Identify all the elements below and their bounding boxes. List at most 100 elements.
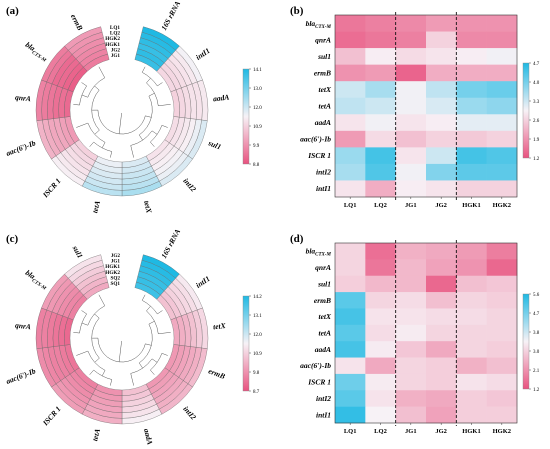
heatmap-cell bbox=[395, 147, 427, 165]
column-label: LQ1 bbox=[344, 202, 357, 209]
heatmap-cell bbox=[395, 292, 427, 309]
ring-label: LQ2 bbox=[110, 31, 120, 37]
heatmap-cell bbox=[365, 147, 396, 165]
heatmap-cell bbox=[395, 373, 427, 391]
heatmap-cell bbox=[456, 180, 487, 198]
heatmap-cell bbox=[365, 180, 396, 198]
heatmap-cell bbox=[456, 130, 487, 148]
heatmap-cell bbox=[486, 324, 518, 342]
heatmap-cell bbox=[486, 114, 518, 132]
heatmap-cell bbox=[456, 259, 487, 277]
heatmap-cell bbox=[83, 281, 110, 300]
gene-label: ISCR 1 bbox=[40, 176, 62, 200]
heatmap-cell bbox=[365, 390, 396, 407]
colorbar bbox=[522, 293, 530, 390]
ring-label: HGK1 bbox=[105, 264, 120, 270]
heatmap-cell bbox=[456, 114, 487, 132]
heatmap-cell bbox=[456, 406, 487, 424]
heatmap-cell bbox=[426, 341, 457, 358]
heatmap-cell bbox=[456, 31, 487, 49]
heatmap-cell bbox=[486, 390, 518, 407]
heatmap-cell bbox=[486, 406, 518, 424]
heatmap-cell bbox=[335, 373, 366, 391]
row-label: blaCTX-M bbox=[306, 19, 332, 30]
row-label: tetX bbox=[319, 312, 332, 321]
heatmap-cell bbox=[365, 81, 396, 99]
heatmap-cell bbox=[395, 308, 427, 326]
heatmap-cell bbox=[426, 81, 457, 99]
heatmap-cell bbox=[426, 259, 457, 277]
gene-label: 16S rRNA bbox=[159, 227, 182, 259]
gene-label: ermB bbox=[69, 12, 85, 31]
heatmap-cell bbox=[486, 81, 518, 99]
row-label: tetA bbox=[319, 102, 332, 111]
row-label: sul1 bbox=[317, 279, 331, 288]
heatmap-cell bbox=[426, 114, 457, 132]
colorbar-tick-label: 12.0 bbox=[253, 333, 262, 338]
colorbar-tick-label: 2.1 bbox=[533, 369, 540, 374]
colorbar-tick-label: 12.0 bbox=[253, 106, 262, 111]
colorbar-tick-label: 8.7 bbox=[253, 390, 260, 395]
colorbar-tick-label: 9.8 bbox=[253, 371, 260, 376]
dendrogram bbox=[73, 66, 171, 158]
heatmap-cell bbox=[365, 259, 396, 277]
panel-label-d: (d) bbox=[290, 233, 304, 245]
column-label: HGK1 bbox=[462, 202, 480, 209]
heatmap-cell bbox=[456, 81, 487, 99]
heatmap-cell bbox=[335, 275, 366, 293]
heatmap-cell bbox=[335, 130, 366, 148]
heatmap-cell bbox=[365, 308, 396, 326]
ring-label: HGK2 bbox=[105, 270, 120, 276]
heatmap-cell bbox=[335, 259, 366, 277]
heatmap-cell bbox=[395, 48, 427, 65]
heatmap-cell bbox=[395, 130, 427, 148]
gene-label: tetA bbox=[90, 200, 102, 214]
heatmap-cell bbox=[486, 259, 518, 277]
ring-label: JG2 bbox=[111, 253, 121, 259]
heatmap-cell bbox=[395, 81, 427, 99]
heatmap-cell bbox=[426, 324, 457, 342]
colorbar bbox=[242, 68, 250, 165]
gene-label: aadA bbox=[213, 93, 230, 104]
row-label: aadA bbox=[315, 345, 331, 354]
panel-c-circular-heatmap: 16S rRNA intI1 tetX ermB intI2 aadA tetA ISCR 1… bbox=[5, 227, 262, 445]
heatmap-cell bbox=[335, 341, 366, 358]
heatmap-cell bbox=[395, 180, 427, 198]
row-label: ISCR 1 bbox=[307, 378, 331, 387]
row-label: qnrA bbox=[315, 35, 331, 44]
heatmap-cell bbox=[456, 390, 487, 407]
heatmap-cell bbox=[335, 97, 366, 115]
panel-label-c: (c) bbox=[6, 233, 19, 245]
heatmap-cell bbox=[426, 64, 457, 82]
column-label: LQ2 bbox=[374, 428, 387, 435]
heatmap-cell bbox=[456, 243, 487, 260]
gene-label: 16S rRNA bbox=[159, 0, 182, 32]
colorbar-tick-label: 10.9 bbox=[253, 352, 262, 357]
heatmap-cell bbox=[486, 130, 518, 148]
heatmap-cell bbox=[486, 31, 518, 49]
heatmap-cell bbox=[365, 357, 396, 375]
heatmap-cell bbox=[335, 31, 366, 49]
heatmap-cell bbox=[335, 243, 366, 260]
gene-label: blaCTX-M bbox=[23, 40, 51, 64]
heatmap-cell bbox=[486, 147, 518, 165]
row-label: sul1 bbox=[317, 52, 331, 61]
heatmap-cell bbox=[335, 180, 366, 198]
heatmap-cell bbox=[486, 180, 518, 198]
colorbar-tick-label: 8.8 bbox=[253, 163, 260, 168]
row-label: tetA bbox=[319, 329, 332, 338]
colorbar-tick-label: 5.6 bbox=[533, 293, 540, 298]
ring-label: JG2 bbox=[111, 48, 121, 54]
heatmap-cell bbox=[456, 97, 487, 115]
heatmap-cell bbox=[426, 390, 457, 407]
heatmap-cell bbox=[365, 324, 396, 342]
heatmap-cell bbox=[395, 275, 427, 293]
gene-label: sul1 bbox=[70, 243, 85, 260]
ring-label: SQ2 bbox=[110, 276, 120, 282]
heatmap-cell bbox=[365, 341, 396, 358]
heatmap-cell bbox=[395, 390, 427, 407]
row-label: intI1 bbox=[316, 410, 331, 419]
heatmap-cell bbox=[456, 324, 487, 342]
panel-d-heatmap: blaCTX-M qnrA sul1 ermB tetX tetA aadA aac(6')-… bbox=[300, 240, 540, 435]
